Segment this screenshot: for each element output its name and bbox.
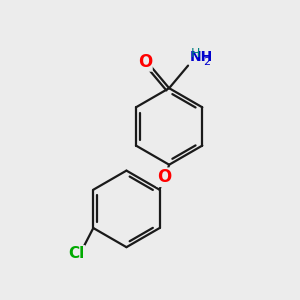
Text: Cl: Cl: [68, 246, 85, 261]
Text: O: O: [157, 168, 172, 186]
Text: 2: 2: [203, 57, 211, 67]
Text: O: O: [138, 53, 152, 71]
Text: NH: NH: [190, 50, 213, 64]
Text: H: H: [191, 47, 200, 60]
